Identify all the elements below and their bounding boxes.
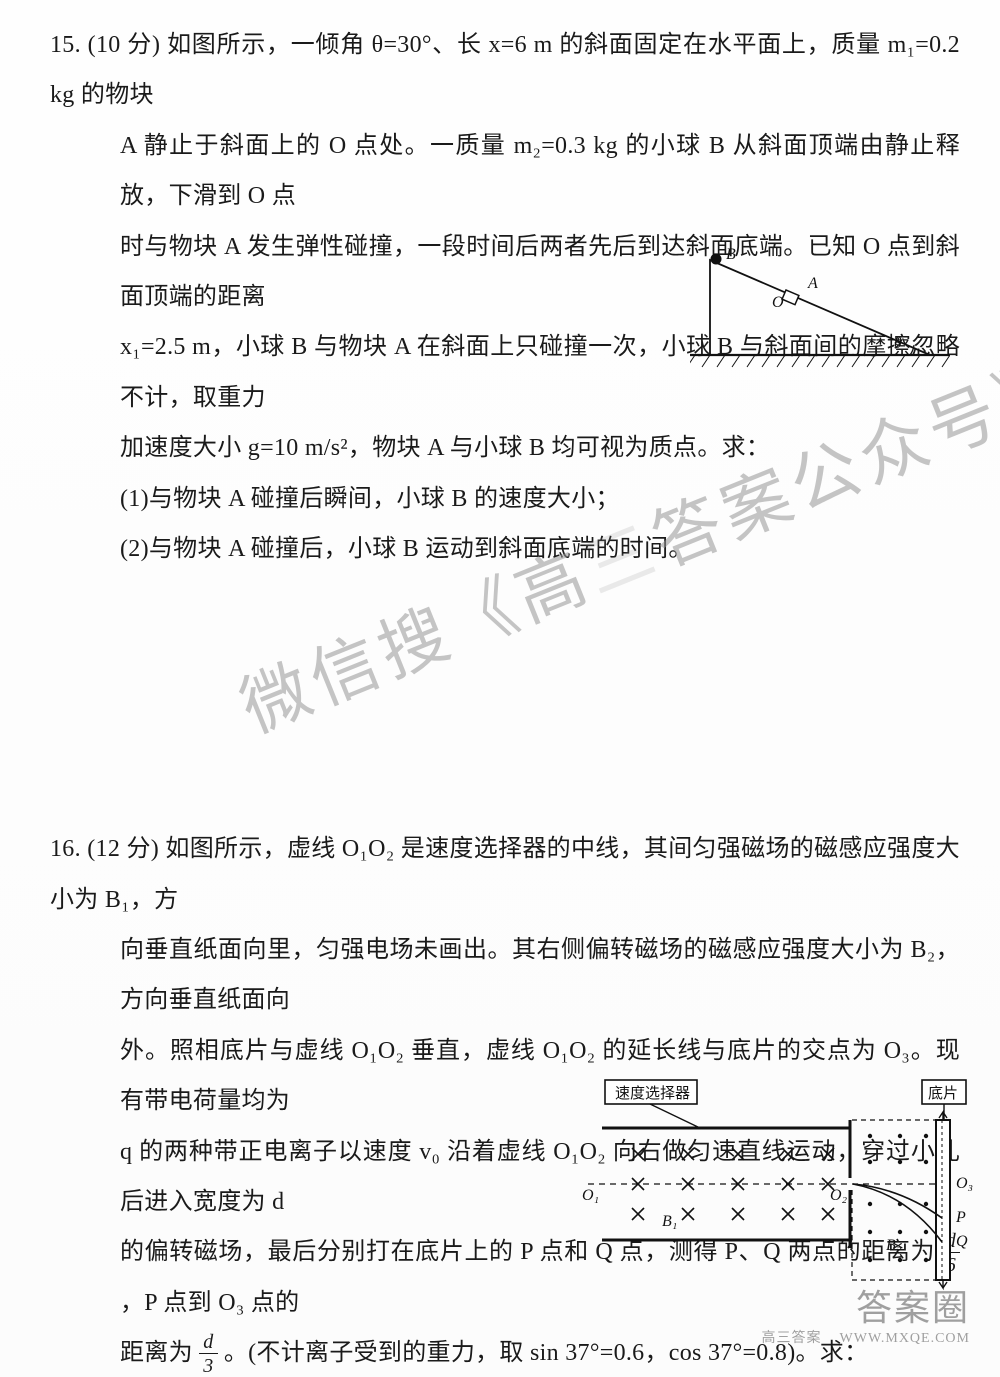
p16-line2: 向垂直纸面向里，匀强电场未画出。其右侧偏转磁场的磁感应强度大小为 B₂，方向垂直… — [50, 925, 960, 1026]
p16-line6: 距离为 d 3 。(不计离子受到的重力，取 sin 37°=0.6，cos 37… — [50, 1328, 960, 1377]
film-strip — [936, 1120, 950, 1280]
frac2-den: 3 — [199, 1354, 217, 1377]
film-label: 底片 — [928, 1085, 958, 1102]
p16-line1: 如图所示，虚线 O₁O₂ 是速度选择器的中线，其间匀强磁场的磁感应强度大小为 B… — [50, 836, 960, 912]
film-arrow-up — [939, 1112, 947, 1120]
fraction-d-3: d 3 — [199, 1331, 217, 1377]
p15-q2: (2)与物块 A 碰撞后，小球 B 运动到斜面底端的时间。 — [50, 524, 960, 574]
label-Q: Q — [956, 1233, 968, 1250]
label-O3: O₃ — [956, 1175, 973, 1192]
p16-line6-pre: 距离为 — [120, 1340, 193, 1366]
path-to-Q — [853, 1184, 942, 1242]
selector-leader — [650, 1104, 700, 1128]
label-B1: B₁ — [662, 1213, 677, 1230]
p15-line1: 如图所示，一倾角 θ=30°、长 x=6 m 的斜面固定在水平面上，质量 m₁=… — [50, 32, 960, 108]
selector-label: 速度选择器 — [615, 1085, 690, 1102]
diagram-15-inclined-plane: B A O θ — [690, 245, 950, 385]
p16-number: 16. — [50, 836, 81, 862]
film-arrow-down — [939, 1280, 947, 1288]
p15-q1: (1)与物块 A 碰撞后瞬间，小球 B 的速度大小； — [50, 474, 960, 524]
label-B2: B₂ — [886, 1237, 902, 1254]
label-O: O — [772, 294, 784, 311]
diagram-15-svg: B A O θ — [690, 245, 950, 385]
label-B: B — [726, 246, 736, 263]
diagram-16-svg: 速度选择器 底片 — [570, 1072, 990, 1297]
label-O1: O₁ — [582, 1187, 599, 1204]
p16-line5-post: ，P 点到 O₃ 点的 — [120, 1290, 299, 1316]
label-A: A — [807, 275, 818, 292]
ball-b-icon — [711, 254, 722, 265]
p15-line2: A 静止于斜面上的 O 点处。一质量 m₂=0.3 kg 的小球 B 从斜面顶端… — [50, 121, 960, 222]
p16-points: (12 分) — [87, 836, 159, 862]
problem-15: 15. (10 分) 如图所示，一倾角 θ=30°、长 x=6 m 的斜面固定在… — [50, 20, 960, 574]
frac2-num: d — [199, 1331, 217, 1354]
block-a-icon — [782, 290, 799, 305]
diagram-16-velocity-selector: 速度选择器 底片 — [570, 1072, 990, 1297]
label-P: P — [955, 1209, 966, 1226]
label-O2: O₂ — [830, 1187, 848, 1204]
p15-number: 15. — [50, 32, 81, 58]
p15-line5: 加速度大小 g=10 m/s²，物块 A 与小球 B 均可视为质点。求： — [50, 423, 960, 473]
p16-line6-post: 。(不计离子受到的重力，取 sin 37°=0.6，cos 37°=0.8)。求… — [224, 1340, 869, 1366]
p15-points: (10 分) — [88, 32, 161, 58]
p16-body: 16. (12 分) 如图所示，虚线 O₁O₂ 是速度选择器的中线，其间匀强磁场… — [50, 824, 960, 925]
ground-hatch — [690, 355, 950, 367]
p15-body: 15. (10 分) 如图所示，一倾角 θ=30°、长 x=6 m 的斜面固定在… — [50, 20, 960, 121]
exam-page: 15. (10 分) 如图所示，一倾角 θ=30°、长 x=6 m 的斜面固定在… — [0, 0, 1000, 1377]
label-theta: θ — [894, 335, 902, 352]
